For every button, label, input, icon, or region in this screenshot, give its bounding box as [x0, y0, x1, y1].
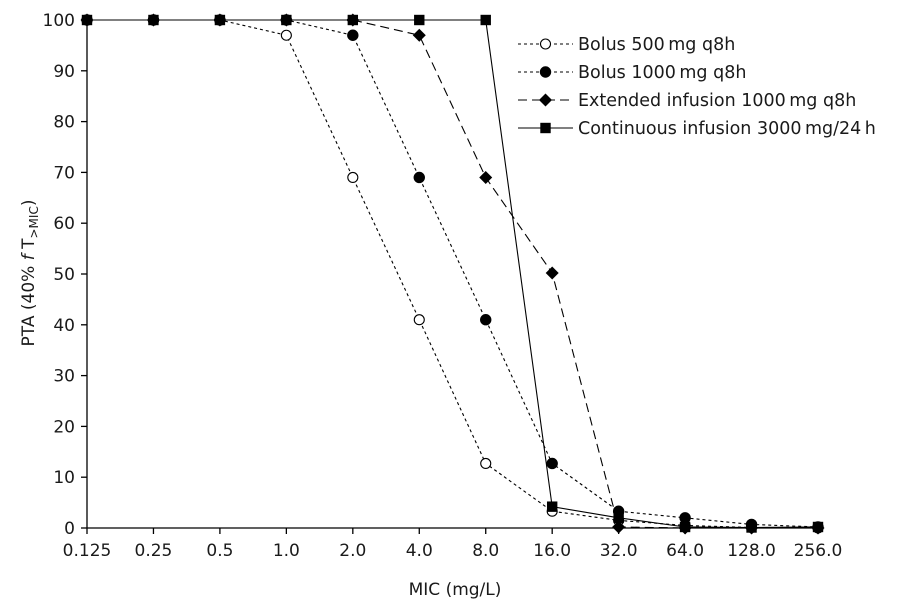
x-tick-label: 64.0 [666, 541, 704, 561]
y-tick-label: 60 [53, 214, 75, 234]
y-tick-label: 20 [53, 417, 75, 437]
y-tick-label: 70 [53, 163, 75, 183]
y-tick-label: 80 [53, 113, 75, 133]
data-point [81, 14, 93, 26]
y-tick-label: 100 [43, 11, 75, 31]
x-axis-title: MIC (mg/L) [409, 580, 502, 600]
series-4 [81, 14, 824, 533]
data-point [413, 314, 425, 326]
data-point [214, 14, 226, 26]
legend-label: Bolus 1000 mg q8h [578, 63, 746, 83]
legend: Bolus 500 mg q8h Bolus 1000 mg q8h Extende… [518, 35, 876, 139]
y-axis-title-t: T [19, 238, 39, 254]
data-point [546, 457, 558, 470]
x-tick-label: 256.0 [794, 541, 843, 561]
y-axis-title-subscript: >MIC [27, 206, 41, 238]
data-point [414, 14, 425, 26]
y-tick-label: 40 [53, 316, 75, 336]
data-point [412, 28, 426, 42]
x-tick-label: 32.0 [600, 541, 638, 561]
x-tick-label: 128.0 [727, 541, 776, 561]
y-tick-label: 50 [53, 265, 75, 285]
data-point [546, 501, 558, 512]
data-point [347, 14, 359, 26]
x-tick-label: 8.0 [472, 541, 499, 561]
x-tick-label: 16.0 [533, 541, 571, 561]
y-axis-title: PTA (40% f T>MIC) [19, 200, 41, 347]
legend-label: Bolus 500 mg q8h [578, 35, 735, 55]
x-tick-label: 0.5 [206, 541, 233, 561]
data-point [545, 266, 559, 280]
data-point [480, 314, 492, 326]
legend-label: Extended infusion 1000 mg q8h [578, 91, 856, 111]
data-point [679, 521, 691, 533]
x-tick-label: 2.0 [339, 541, 366, 561]
y-axis-title-prefix: PTA (40% [19, 260, 39, 346]
y-tick-label: 10 [53, 468, 75, 488]
axes: 0 10 20 30 40 50 60 70 80 90 100 0.125 0.25 0.5 1.0 2.0… [43, 11, 843, 561]
y-tick-label: 90 [53, 62, 75, 82]
data-point [479, 170, 493, 184]
legend-marker [539, 66, 552, 78]
legend-label: Continuous infusion 3000 mg/24 h [578, 119, 876, 139]
legend-item: Bolus 500 mg q8h [518, 35, 735, 55]
data-point [280, 29, 292, 41]
data-point [812, 521, 824, 533]
data-point [148, 14, 159, 26]
data-point [281, 14, 292, 26]
legend-item: Extended infusion 1000 mg q8h [518, 91, 856, 111]
x-tick-label: 1.0 [273, 541, 300, 561]
data-point [480, 457, 492, 470]
y-axis-title-f: f [19, 251, 39, 260]
series-layer [80, 13, 825, 535]
y-tick-label: 30 [53, 367, 75, 387]
x-tick-label: 4.0 [406, 541, 433, 561]
series-line [87, 19, 819, 529]
legend-marker [539, 93, 552, 107]
legend-marker [540, 122, 551, 134]
data-point [413, 171, 425, 184]
x-tick-label: 0.25 [135, 541, 173, 561]
y-tick-label: 0 [64, 519, 75, 539]
data-point [613, 512, 624, 524]
data-point [347, 171, 359, 184]
legend-item: Bolus 1000 mg q8h [518, 63, 746, 83]
data-point [347, 29, 359, 41]
series-line [87, 19, 818, 529]
data-point [480, 14, 491, 26]
x-tick-label: 0.125 [63, 541, 112, 561]
legend-item: Continuous infusion 3000 mg/24 h [518, 119, 876, 139]
data-point [612, 520, 626, 534]
legend-marker [539, 38, 552, 50]
y-axis-title-suffix: ) [19, 200, 39, 207]
data-point [746, 522, 757, 533]
